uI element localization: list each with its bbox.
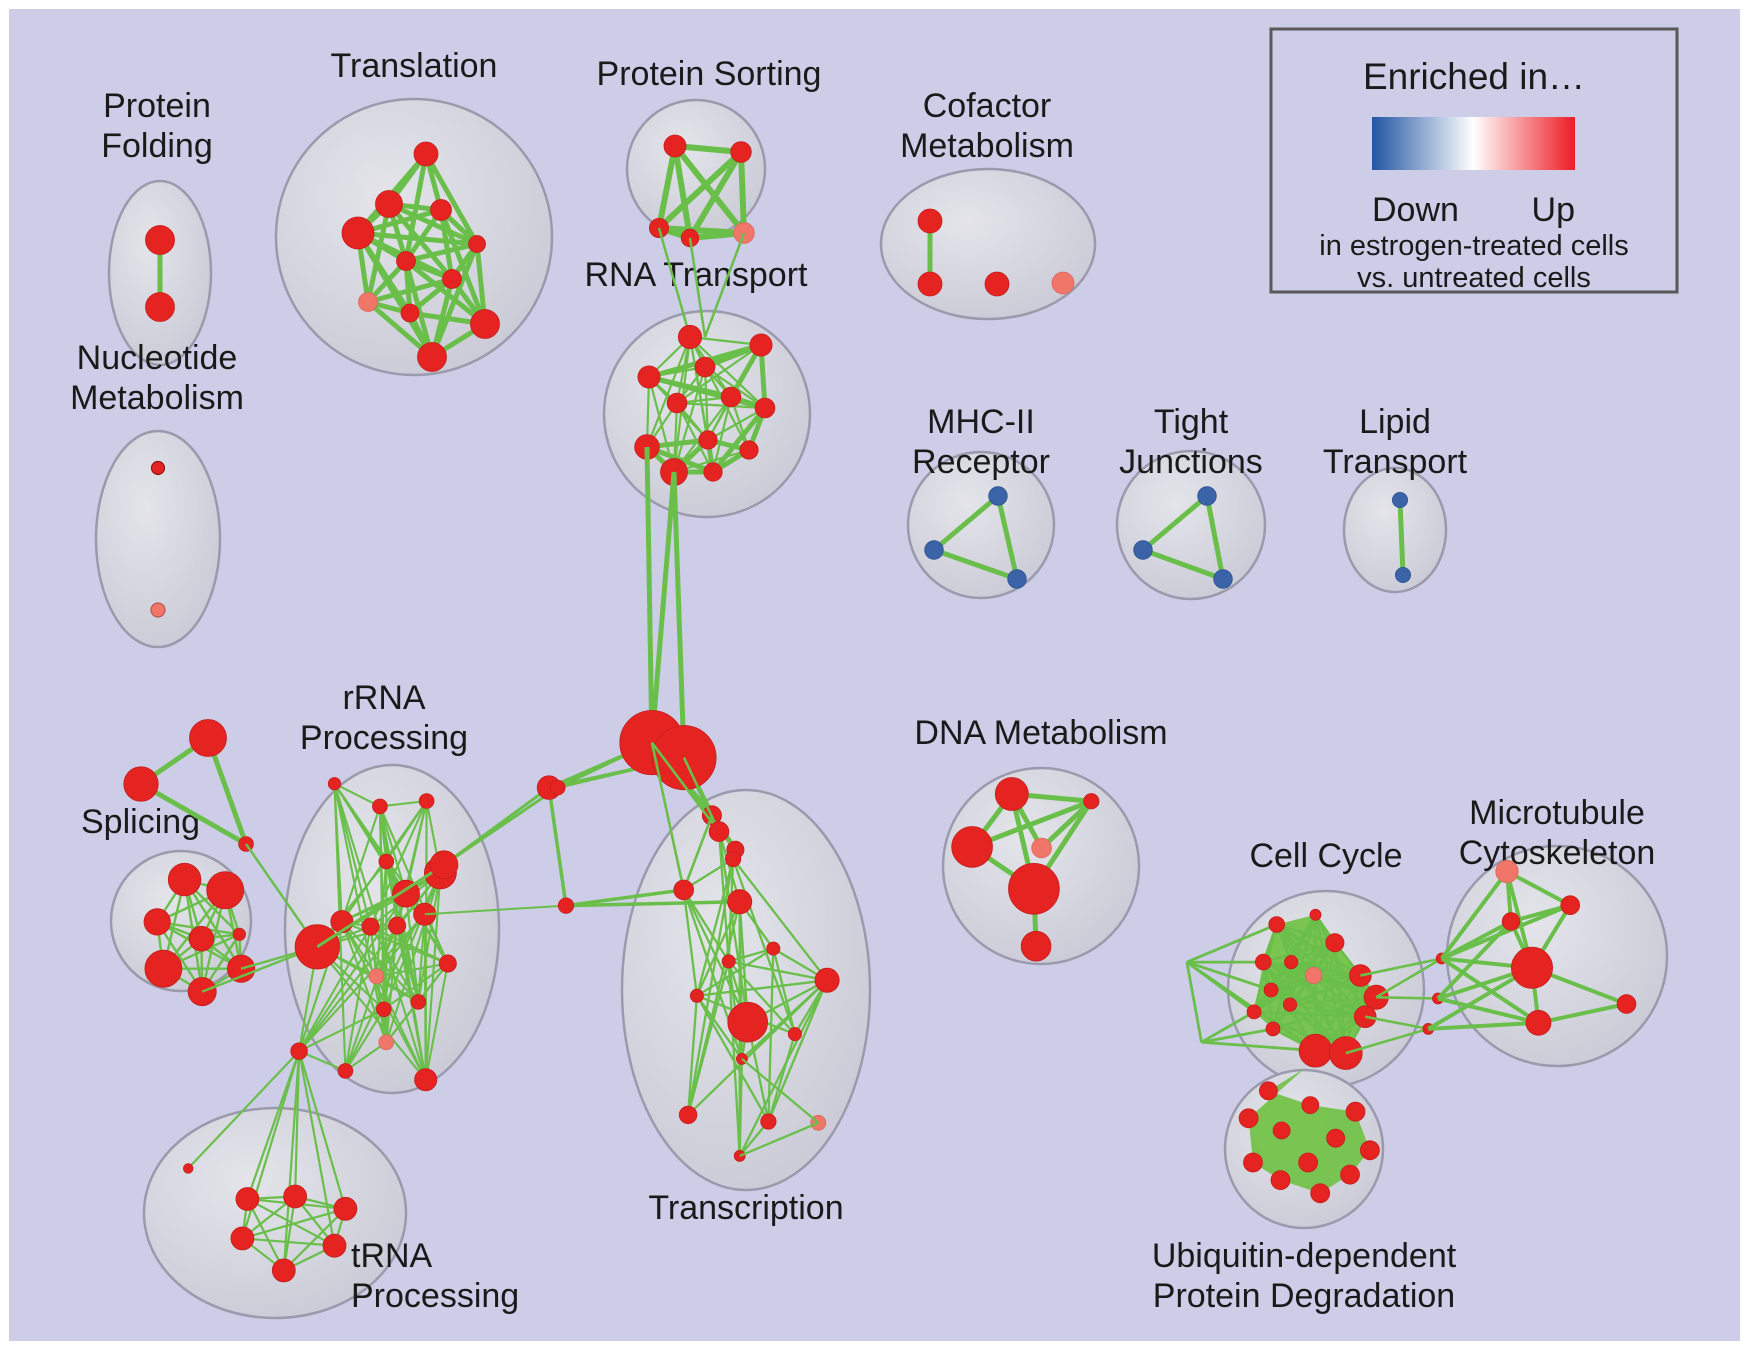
svg-text:Processing: Processing xyxy=(351,1277,519,1315)
svg-text:Cytoskeleton: Cytoskeleton xyxy=(1459,834,1656,872)
svg-text:Protein: Protein xyxy=(103,87,211,125)
svg-text:Microtubule: Microtubule xyxy=(1469,794,1645,832)
svg-text:Enriched in…: Enriched in… xyxy=(1363,56,1585,97)
svg-text:Cell Cycle: Cell Cycle xyxy=(1249,837,1402,875)
svg-text:DNA Metabolism: DNA Metabolism xyxy=(914,714,1167,752)
svg-text:Folding: Folding xyxy=(101,127,213,165)
svg-text:tRNA: tRNA xyxy=(351,1237,433,1275)
svg-text:Nucleotide: Nucleotide xyxy=(77,339,238,377)
svg-text:Cofactor: Cofactor xyxy=(923,87,1052,125)
svg-text:Protein Sorting: Protein Sorting xyxy=(597,55,822,93)
svg-text:Ubiquitin-dependent: Ubiquitin-dependent xyxy=(1152,1237,1457,1275)
svg-text:Receptor: Receptor xyxy=(912,443,1050,481)
svg-text:MHC-II: MHC-II xyxy=(927,403,1035,441)
svg-text:Tight: Tight xyxy=(1154,403,1229,441)
svg-text:Processing: Processing xyxy=(300,719,468,757)
svg-text:Protein Degradation: Protein Degradation xyxy=(1153,1277,1455,1315)
svg-text:Lipid: Lipid xyxy=(1359,403,1431,441)
svg-text:Metabolism: Metabolism xyxy=(900,127,1074,165)
svg-text:Transcription: Transcription xyxy=(648,1189,843,1227)
svg-text:Metabolism: Metabolism xyxy=(70,379,244,417)
svg-text:rRNA: rRNA xyxy=(342,679,425,717)
svg-text:Transport: Transport xyxy=(1323,443,1468,481)
svg-text:Up: Up xyxy=(1532,191,1575,229)
svg-text:Junctions: Junctions xyxy=(1119,443,1263,481)
svg-text:in estrogen-treated cells: in estrogen-treated cells xyxy=(1319,230,1629,262)
svg-text:vs. untreated cells: vs. untreated cells xyxy=(1357,262,1591,294)
svg-text:Translation: Translation xyxy=(331,47,498,85)
svg-text:Down: Down xyxy=(1372,191,1459,229)
